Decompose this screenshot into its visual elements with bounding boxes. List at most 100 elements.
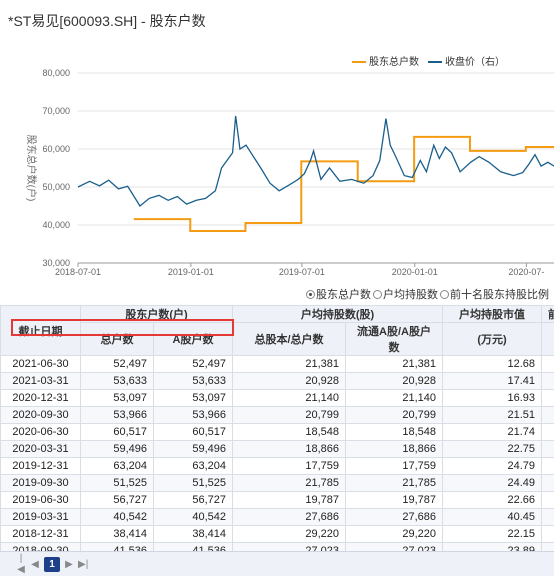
cell-mv: 24.49 (442, 474, 543, 492)
cell-extra (541, 372, 554, 390)
table-row[interactable]: 2020-09-30 53,966 53,966 20,799 20,799 21.51 (0, 406, 554, 424)
cell-a: 53,966 (152, 406, 234, 424)
cell-avg-a: 21,140 (345, 389, 444, 407)
cell-total: 40,542 (80, 508, 154, 526)
cell-total: 53,097 (80, 389, 154, 407)
holders-table: 截止日期 股东户数(户) 户均持股数(股) 户均持股市值 前 总户数 A股户数 … (0, 305, 554, 551)
radio-avg-shares[interactable]: 户均持股数 (373, 286, 438, 302)
cell-extra (541, 389, 554, 407)
table-row[interactable]: 2019-06-30 56,727 56,727 19,787 19,787 22.66 (0, 491, 554, 509)
holders-table-container: 截止日期 股东户数(户) 户均持股数(股) 户均持股市值 前 总户数 A股户数 … (0, 305, 554, 551)
cell-date: 2020-12-31 (0, 389, 81, 407)
header-mv-unit: (万元) (442, 322, 543, 356)
current-page[interactable]: 1 (44, 556, 60, 572)
radio-top10-ratio[interactable]: 前十名股东持股比例 (440, 286, 549, 302)
cell-extra (541, 474, 554, 492)
table-row[interactable]: 2018-09-30 41,536 41,536 27,023 27,023 23.89 (0, 542, 554, 551)
header-avg-mv[interactable]: 户均持股市值 (442, 305, 543, 323)
cell-avg-total: 29,220 (232, 525, 347, 543)
table-row[interactable]: 2019-03-31 40,542 40,542 27,686 27,686 40.45 (0, 508, 554, 526)
x-tick-label: 2018-07-01 (55, 267, 101, 277)
cell-total: 56,727 (80, 491, 154, 509)
price-series-line (77, 115, 554, 207)
header-avg-a[interactable]: 流通A股/A股户数 (345, 322, 444, 356)
radio-holders[interactable]: 股东总户数 (306, 286, 371, 302)
x-tick-label: 2019-01-01 (168, 267, 214, 277)
y-tick-label: 60,000 (42, 144, 70, 154)
table-row[interactable]: 2020-03-31 59,496 59,496 18,866 18,866 22.75 (0, 440, 554, 458)
radio-dot[interactable] (306, 289, 315, 299)
cell-avg-a: 29,220 (345, 525, 444, 543)
cell-mv: 22.15 (442, 525, 543, 543)
cell-a: 59,496 (152, 440, 234, 458)
cell-extra (541, 542, 554, 551)
header-extra-blank (541, 322, 554, 356)
cell-a: 53,633 (152, 372, 234, 390)
cell-avg-total: 21,140 (232, 389, 347, 407)
cell-extra (541, 508, 554, 526)
cell-mv: 16.93 (442, 389, 543, 407)
cell-date: 2019-03-31 (0, 508, 81, 526)
header-total-holders[interactable]: 总户数 (80, 322, 154, 356)
x-tick-label: 2020-07- (508, 267, 544, 277)
header-extra: 前 (541, 305, 554, 323)
cell-avg-total: 21,785 (232, 474, 347, 492)
header-avg-total[interactable]: 总股本/总户数 (232, 322, 347, 356)
legend-label-price: 收盘价（右） (445, 55, 505, 68)
cell-total: 51,525 (80, 474, 154, 492)
radio-dot[interactable] (373, 289, 382, 299)
next-page-icon[interactable]: ▶ (65, 558, 73, 570)
cell-mv: 22.66 (442, 491, 543, 509)
cell-total: 38,414 (80, 525, 154, 543)
cell-avg-a: 19,787 (345, 491, 444, 509)
cell-avg-a: 18,866 (345, 440, 444, 458)
cell-a: 51,525 (152, 474, 234, 492)
header-holders: 股东户数(户) (79, 305, 234, 323)
cell-avg-total: 27,023 (232, 542, 347, 551)
cell-avg-total: 20,799 (232, 406, 347, 424)
legend-label-holders: 股东总户数 (369, 55, 419, 68)
cell-date: 2021-03-31 (0, 372, 81, 390)
x-tick-label: 2019-07-01 (279, 267, 325, 277)
table-row[interactable]: 2019-12-31 63,204 63,204 17,759 17,759 24.79 (0, 457, 554, 475)
cell-total: 52,497 (80, 355, 154, 373)
first-page-icon[interactable]: |◀ (17, 553, 25, 575)
cell-avg-a: 21,785 (345, 474, 444, 492)
cell-date: 2018-09-30 (0, 542, 81, 551)
cell-avg-a: 27,023 (345, 542, 444, 551)
cell-avg-total: 27,686 (232, 508, 347, 526)
cell-extra (541, 491, 554, 509)
header-avg-shares: 户均持股数(股) (232, 305, 444, 323)
holders-series-line (133, 135, 554, 233)
last-page-icon[interactable]: ▶| (78, 558, 89, 570)
header-a-holders[interactable]: A股户数 (152, 322, 234, 356)
y-tick-label: 30,000 (42, 258, 70, 268)
table-row[interactable]: 2021-06-30 52,497 52,497 21,381 21,381 12.68 (0, 355, 554, 373)
cell-mv: 24.79 (442, 457, 543, 475)
radio-label: 前十名股东持股比例 (450, 289, 549, 301)
cell-date: 2019-06-30 (0, 491, 81, 509)
cell-avg-total: 21,381 (232, 355, 347, 373)
table-row[interactable]: 2020-12-31 53,097 53,097 21,140 21,140 16.93 (0, 389, 554, 407)
table-row[interactable]: 2020-06-30 60,517 60,517 18,548 18,548 21.74 (0, 423, 554, 441)
cell-total: 59,496 (80, 440, 154, 458)
prev-page-icon[interactable]: ◀ (31, 558, 39, 570)
radio-dot[interactable] (440, 289, 449, 299)
table-row[interactable]: 2021-03-31 53,633 53,633 20,928 20,928 17.41 (0, 372, 554, 390)
table-row[interactable]: 2018-12-31 38,414 38,414 29,220 29,220 22.15 (0, 525, 554, 543)
cell-total: 60,517 (80, 423, 154, 441)
y-tick-label: 50,000 (42, 182, 70, 192)
cell-avg-a: 18,548 (345, 423, 444, 441)
cell-extra (541, 355, 554, 373)
cell-avg-total: 18,866 (232, 440, 347, 458)
cell-a: 40,542 (152, 508, 234, 526)
cell-a: 52,497 (152, 355, 234, 373)
cell-date: 2019-09-30 (0, 474, 81, 492)
y-axis-label: 股东总户数(户) (25, 135, 38, 202)
cell-date: 2018-12-31 (0, 525, 81, 543)
table-row[interactable]: 2019-09-30 51,525 51,525 21,785 21,785 24.49 (0, 474, 554, 492)
header-date[interactable]: 截止日期 (0, 305, 81, 356)
cell-avg-a: 27,686 (345, 508, 444, 526)
cell-avg-a: 20,928 (345, 372, 444, 390)
cell-date: 2019-12-31 (0, 457, 81, 475)
